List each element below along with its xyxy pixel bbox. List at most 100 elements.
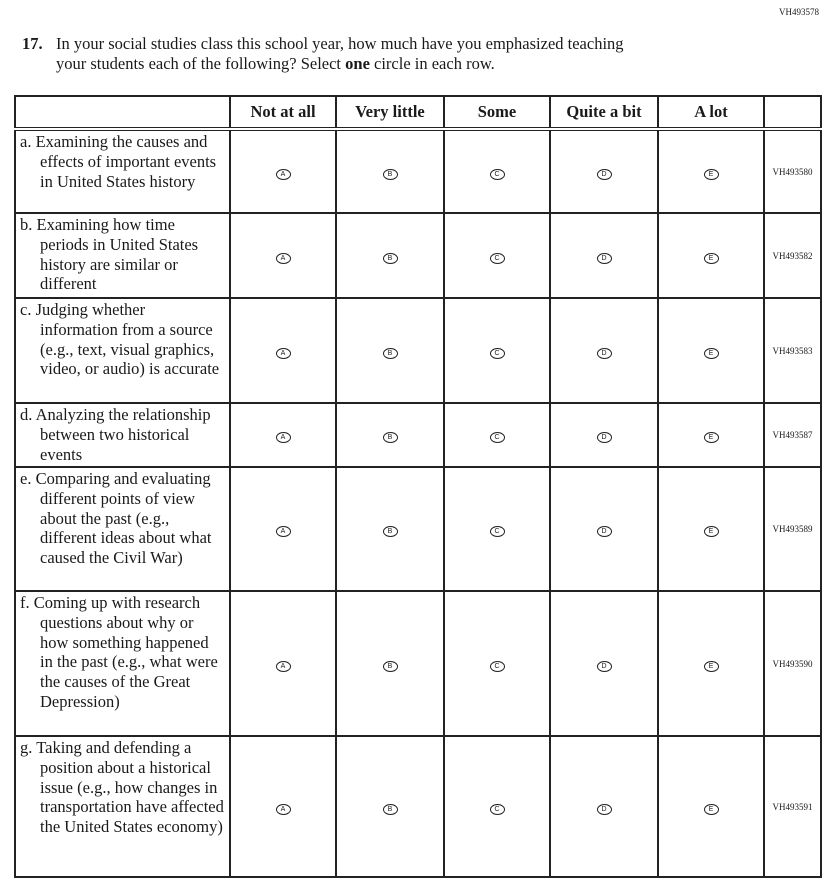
item-label: a. Examining the causes and effects of i… [20, 132, 217, 191]
option-cell: E [657, 297, 765, 404]
item-code: VH493582 [763, 212, 822, 299]
option-cell: D [549, 128, 659, 214]
option-cell: E [657, 735, 765, 878]
option-cell: B [335, 735, 445, 878]
option-cell: A [229, 212, 337, 299]
option-cell: E [657, 128, 765, 214]
radio-option-c[interactable]: C [489, 526, 505, 537]
option-cell: B [335, 297, 445, 404]
option-cell: E [657, 590, 765, 737]
option-cell: A [229, 466, 337, 592]
option-cell: C [443, 402, 551, 468]
radio-option-a[interactable]: A [275, 803, 291, 815]
question-text: In your social studies class this school… [56, 34, 624, 53]
option-cell: D [549, 466, 659, 592]
row-item-text: e. Comparing and evaluating different po… [14, 466, 231, 592]
radio-option-c[interactable]: C [489, 252, 505, 264]
column-header: Quite a bit [549, 95, 659, 131]
radio-option-e[interactable]: E [703, 660, 719, 672]
option-cell: A [229, 590, 337, 737]
question-number: 17. [22, 34, 43, 53]
table-row: a. Examining the causes and effects of i… [14, 128, 822, 214]
table-row: g. Taking and defending a position about… [14, 735, 822, 878]
option-cell: A [229, 402, 337, 468]
option-cell: D [549, 297, 659, 404]
column-header: Not at all [229, 95, 337, 131]
radio-option-b[interactable]: B [382, 168, 398, 180]
radio-option-c[interactable]: C [489, 432, 505, 443]
radio-option-a[interactable]: A [275, 252, 291, 264]
row-item-text: f. Coming up with research questions abo… [14, 590, 231, 737]
radio-option-d[interactable]: D [596, 660, 612, 672]
radio-option-c[interactable]: C [489, 347, 505, 359]
item-code: VH493591 [763, 735, 822, 878]
radio-option-c[interactable]: C [489, 168, 505, 180]
option-cell: C [443, 590, 551, 737]
option-cell: A [229, 128, 337, 214]
option-cell: C [443, 735, 551, 878]
radio-option-e[interactable]: E [703, 347, 719, 359]
column-header: A lot [657, 95, 765, 131]
option-cell: D [549, 735, 659, 878]
radio-option-d[interactable]: D [596, 432, 612, 443]
option-cell: B [335, 590, 445, 737]
radio-option-a[interactable]: A [275, 168, 291, 180]
item-code: VH493587 [763, 402, 822, 468]
table-row: d. Analyzing the relationship between tw… [14, 402, 822, 468]
option-cell: A [229, 297, 337, 404]
header-row: Not at all Very little Some Quite a bit A lo… [14, 95, 822, 131]
row-item-text: g. Taking and defending a position about… [14, 735, 231, 878]
option-cell: B [335, 402, 445, 468]
radio-option-b[interactable]: B [382, 432, 398, 443]
option-cell: E [657, 402, 765, 468]
radio-option-b[interactable]: B [382, 526, 398, 537]
header-blank [14, 95, 231, 131]
radio-option-d[interactable]: D [596, 168, 612, 180]
radio-option-a[interactable]: A [275, 526, 291, 537]
item-code: VH493583 [763, 297, 822, 404]
radio-option-e[interactable]: E [703, 526, 719, 537]
radio-option-d[interactable]: D [596, 252, 612, 264]
radio-option-a[interactable]: A [275, 432, 291, 443]
question-text: circle in each row. [369, 54, 495, 73]
radio-option-d[interactable]: D [596, 803, 612, 815]
option-cell: D [549, 590, 659, 737]
option-cell: C [443, 128, 551, 214]
option-cell: B [335, 212, 445, 299]
row-item-text: c. Judging whether information from a so… [14, 297, 231, 404]
radio-option-d[interactable]: D [596, 347, 612, 359]
radio-option-a[interactable]: A [275, 660, 291, 672]
radio-option-e[interactable]: E [703, 803, 719, 815]
row-item-text: a. Examining the causes and effects of i… [14, 128, 231, 214]
table-row: c. Judging whether information from a so… [14, 297, 822, 404]
item-label: d. Analyzing the relationship between tw… [20, 405, 211, 464]
table-row: f. Coming up with research questions abo… [14, 590, 822, 737]
option-cell: A [229, 735, 337, 878]
radio-option-c[interactable]: C [489, 803, 505, 815]
item-label: f. Coming up with research questions abo… [20, 593, 218, 711]
option-cell: B [335, 128, 445, 214]
radio-option-a[interactable]: A [275, 347, 291, 359]
radio-option-e[interactable]: E [703, 432, 719, 443]
option-cell: D [549, 212, 659, 299]
radio-option-b[interactable]: B [382, 660, 398, 672]
radio-option-e[interactable]: E [703, 252, 719, 264]
radio-option-e[interactable]: E [703, 168, 719, 180]
response-grid: Not at all Very little Some Quite a bit A lo… [14, 95, 822, 878]
header-code-blank [763, 95, 822, 131]
question-emphasis: one [345, 54, 370, 73]
item-label: c. Judging whether information from a so… [20, 300, 220, 379]
option-cell: B [335, 466, 445, 592]
radio-option-d[interactable]: D [596, 526, 612, 537]
radio-option-b[interactable]: B [382, 347, 398, 359]
radio-option-b[interactable]: B [382, 252, 398, 264]
item-code: VH493589 [763, 466, 822, 592]
radio-option-b[interactable]: B [382, 803, 398, 815]
table-row: e. Comparing and evaluating different po… [14, 466, 822, 592]
radio-option-c[interactable]: C [489, 660, 505, 672]
column-header: Some [443, 95, 551, 131]
option-cell: C [443, 297, 551, 404]
item-code: VH493580 [763, 128, 822, 214]
page-code: VH493578 [779, 7, 819, 17]
option-cell: D [549, 402, 659, 468]
